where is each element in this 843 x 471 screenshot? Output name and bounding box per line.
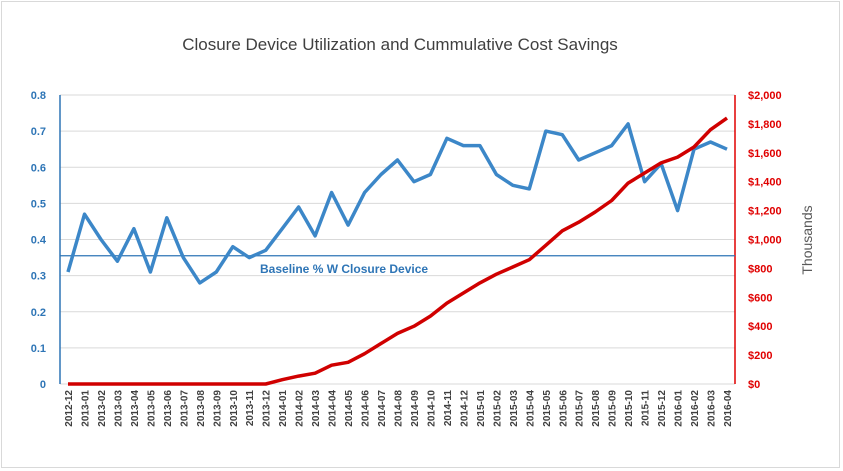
chart-title: Closure Device Utilization and Cummulati… [182, 35, 618, 54]
right-tick-label: $1,400 [748, 177, 782, 189]
x-tick-label: 2014-11 [443, 390, 454, 427]
x-tick-label: 2015-07 [575, 390, 586, 427]
x-tick-label: 2013-09 [212, 390, 223, 427]
x-tick-label: 2015-02 [492, 390, 503, 427]
right-tick-label: $1,000 [748, 235, 782, 247]
left-tick-label: 0 [40, 379, 46, 391]
x-tick-label: 2015-01 [476, 390, 487, 427]
right-tick-label: $1,200 [748, 206, 782, 218]
x-tick-label: 2013-10 [229, 390, 240, 427]
right-tick-label: $2,000 [748, 90, 782, 102]
x-tick-label: 2013-03 [113, 390, 124, 427]
x-tick-label: 2013-02 [97, 390, 108, 427]
x-tick-label: 2013-06 [163, 390, 174, 427]
utilization-line [66, 122, 728, 285]
left-tick-label: 0.8 [31, 90, 46, 102]
x-tick-label: 2014-02 [295, 390, 306, 427]
cost-savings-line [68, 116, 729, 386]
right-tick-label: $1,600 [748, 148, 782, 160]
x-tick-label: 2013-07 [179, 390, 190, 427]
x-tick-label: 2013-11 [245, 390, 256, 427]
left-tick-label: 0.5 [31, 198, 46, 210]
x-tick-label: 2015-09 [608, 390, 619, 427]
x-tick-label: 2013-12 [262, 390, 273, 427]
x-tick-label: 2014-12 [459, 390, 470, 427]
x-tick-label: 2015-06 [558, 390, 569, 427]
x-tick-label: 2013-05 [146, 390, 157, 427]
x-tick-label: 2014-04 [328, 390, 339, 427]
x-tick-label: 2014-09 [410, 390, 421, 427]
right-tick-label: $800 [748, 263, 772, 275]
left-tick-label: 0.4 [31, 235, 47, 247]
x-tick-label: 2015-05 [542, 390, 553, 427]
x-tick-label: 2012-12 [64, 390, 75, 427]
left-tick-label: 0.3 [31, 271, 46, 283]
x-tick-label: 2015-10 [624, 390, 635, 427]
x-tick-label: 2016-02 [690, 390, 701, 427]
x-tick-label: 2014-03 [311, 390, 322, 427]
x-tick-label: 2015-03 [509, 390, 520, 427]
x-tick-label: 2013-04 [130, 390, 141, 427]
x-tick-label: 2013-01 [80, 390, 91, 427]
x-tick-label: 2014-06 [361, 390, 372, 427]
x-tick-label: 2016-01 [674, 390, 685, 427]
right-tick-label: $600 [748, 292, 772, 304]
x-tick-label: 2013-08 [196, 390, 207, 427]
left-tick-label: 0.2 [31, 307, 46, 319]
left-tick-label: 0.1 [31, 343, 46, 355]
x-tick-label: 2015-04 [525, 390, 536, 427]
right-axis-label: Thousands [799, 205, 815, 274]
x-tick-label: 2016-03 [707, 390, 718, 427]
x-tick-label: 2014-05 [344, 390, 355, 427]
x-tick-label: 2014-07 [377, 390, 388, 427]
left-tick-label: 0.7 [31, 126, 46, 138]
x-tick-label: 2015-08 [591, 390, 602, 427]
x-tick-label: 2016-04 [723, 390, 734, 427]
x-tick-label: 2014-08 [394, 390, 405, 427]
x-tick-label: 2014-01 [278, 390, 289, 427]
right-tick-label: $0 [748, 379, 760, 391]
left-tick-label: 0.6 [31, 162, 46, 174]
right-tick-label: $200 [748, 350, 772, 362]
x-tick-label: 2014-10 [426, 390, 437, 427]
right-tick-label: $1,800 [748, 119, 782, 131]
right-tick-label: $400 [748, 321, 772, 333]
baseline-label: Baseline % W Closure Device [260, 262, 428, 276]
x-tick-label: 2015-11 [641, 390, 652, 427]
x-tick-label: 2015-12 [657, 390, 668, 427]
